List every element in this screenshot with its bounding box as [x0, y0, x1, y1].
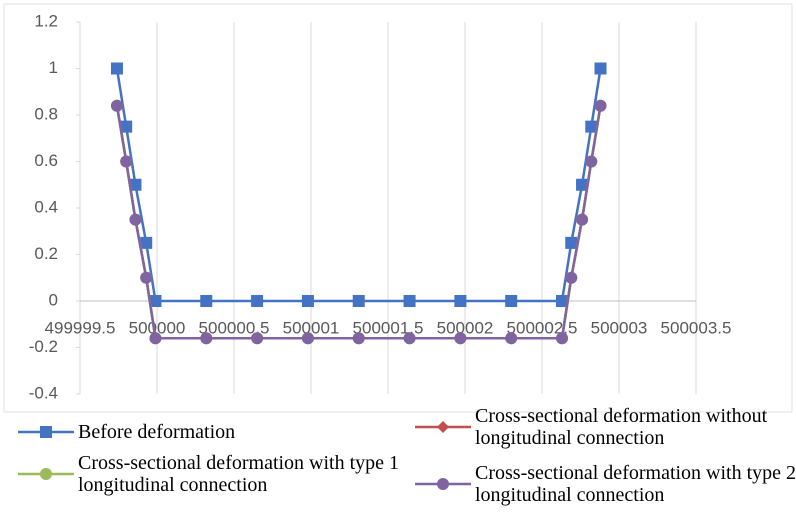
marker	[556, 332, 569, 345]
marker	[437, 421, 449, 433]
y-tick-label: -0.2	[29, 337, 58, 356]
marker	[149, 295, 162, 307]
x-tick-label: 500000.5	[199, 318, 270, 337]
marker	[120, 120, 133, 133]
marker	[352, 332, 365, 345]
marker	[200, 295, 213, 307]
y-tick-label: 0.6	[34, 151, 58, 170]
marker	[556, 295, 569, 307]
x-tick-label: 500001	[283, 318, 340, 337]
marker	[129, 213, 142, 226]
x-tick-label: 500003.5	[661, 318, 732, 337]
y-tick-label: 0.8	[34, 104, 58, 123]
legend-swatch	[415, 421, 471, 433]
marker	[40, 468, 52, 480]
legend-item: Before deformation	[18, 421, 388, 443]
legend-swatch	[18, 426, 74, 438]
marker	[149, 332, 162, 345]
marker	[251, 332, 264, 345]
marker	[454, 332, 467, 345]
marker	[110, 62, 123, 75]
marker	[140, 236, 153, 249]
marker	[301, 332, 314, 345]
x-tick-label: 500003	[591, 318, 648, 337]
x-tick-label: 500000	[129, 318, 186, 337]
y-tick-label: 1	[49, 58, 58, 77]
y-tick-label: 0.4	[34, 197, 58, 216]
legend-label: Cross-sectional deformation with type 2 …	[475, 462, 796, 506]
marker	[200, 332, 213, 345]
marker	[437, 478, 449, 490]
marker	[129, 178, 142, 191]
legend-label: Cross-sectional deformation with type 1 …	[78, 452, 400, 496]
marker	[403, 295, 416, 307]
marker	[403, 332, 416, 345]
legend-swatch	[18, 468, 74, 480]
marker	[576, 213, 589, 226]
marker	[565, 271, 578, 284]
marker	[585, 155, 598, 168]
marker	[251, 295, 264, 307]
marker	[505, 295, 518, 307]
legend-label: Before deformation	[78, 421, 236, 443]
legend-item: Cross-sectional deformation with type 1 …	[18, 452, 478, 496]
legend-swatch	[415, 478, 471, 490]
marker	[40, 426, 52, 438]
marker	[454, 295, 467, 307]
x-tick-label: 500001.5	[353, 318, 424, 337]
marker	[352, 295, 365, 307]
y-tick-label: 0.2	[34, 244, 58, 263]
marker	[594, 99, 607, 112]
marker	[120, 155, 133, 168]
legend-item: Cross-sectional deformation without long…	[415, 405, 796, 449]
y-tick-label: -0.4	[29, 383, 58, 402]
legend-label: Cross-sectional deformation without long…	[475, 405, 768, 449]
x-tick-label: 500002	[437, 318, 494, 337]
marker	[140, 271, 153, 284]
marker	[565, 236, 578, 249]
legend-item: Cross-sectional deformation with type 2 …	[415, 462, 796, 506]
y-tick-label: 0	[49, 290, 58, 309]
x-tick-label: 499999.5	[45, 318, 116, 337]
marker	[505, 332, 518, 345]
marker	[585, 120, 598, 133]
marker	[594, 62, 607, 75]
chart-frame	[3, 3, 793, 413]
marker	[576, 178, 589, 191]
series-line	[115, 68, 602, 303]
y-tick-label: 1.2	[34, 11, 58, 30]
marker	[301, 295, 314, 307]
marker	[110, 99, 123, 112]
